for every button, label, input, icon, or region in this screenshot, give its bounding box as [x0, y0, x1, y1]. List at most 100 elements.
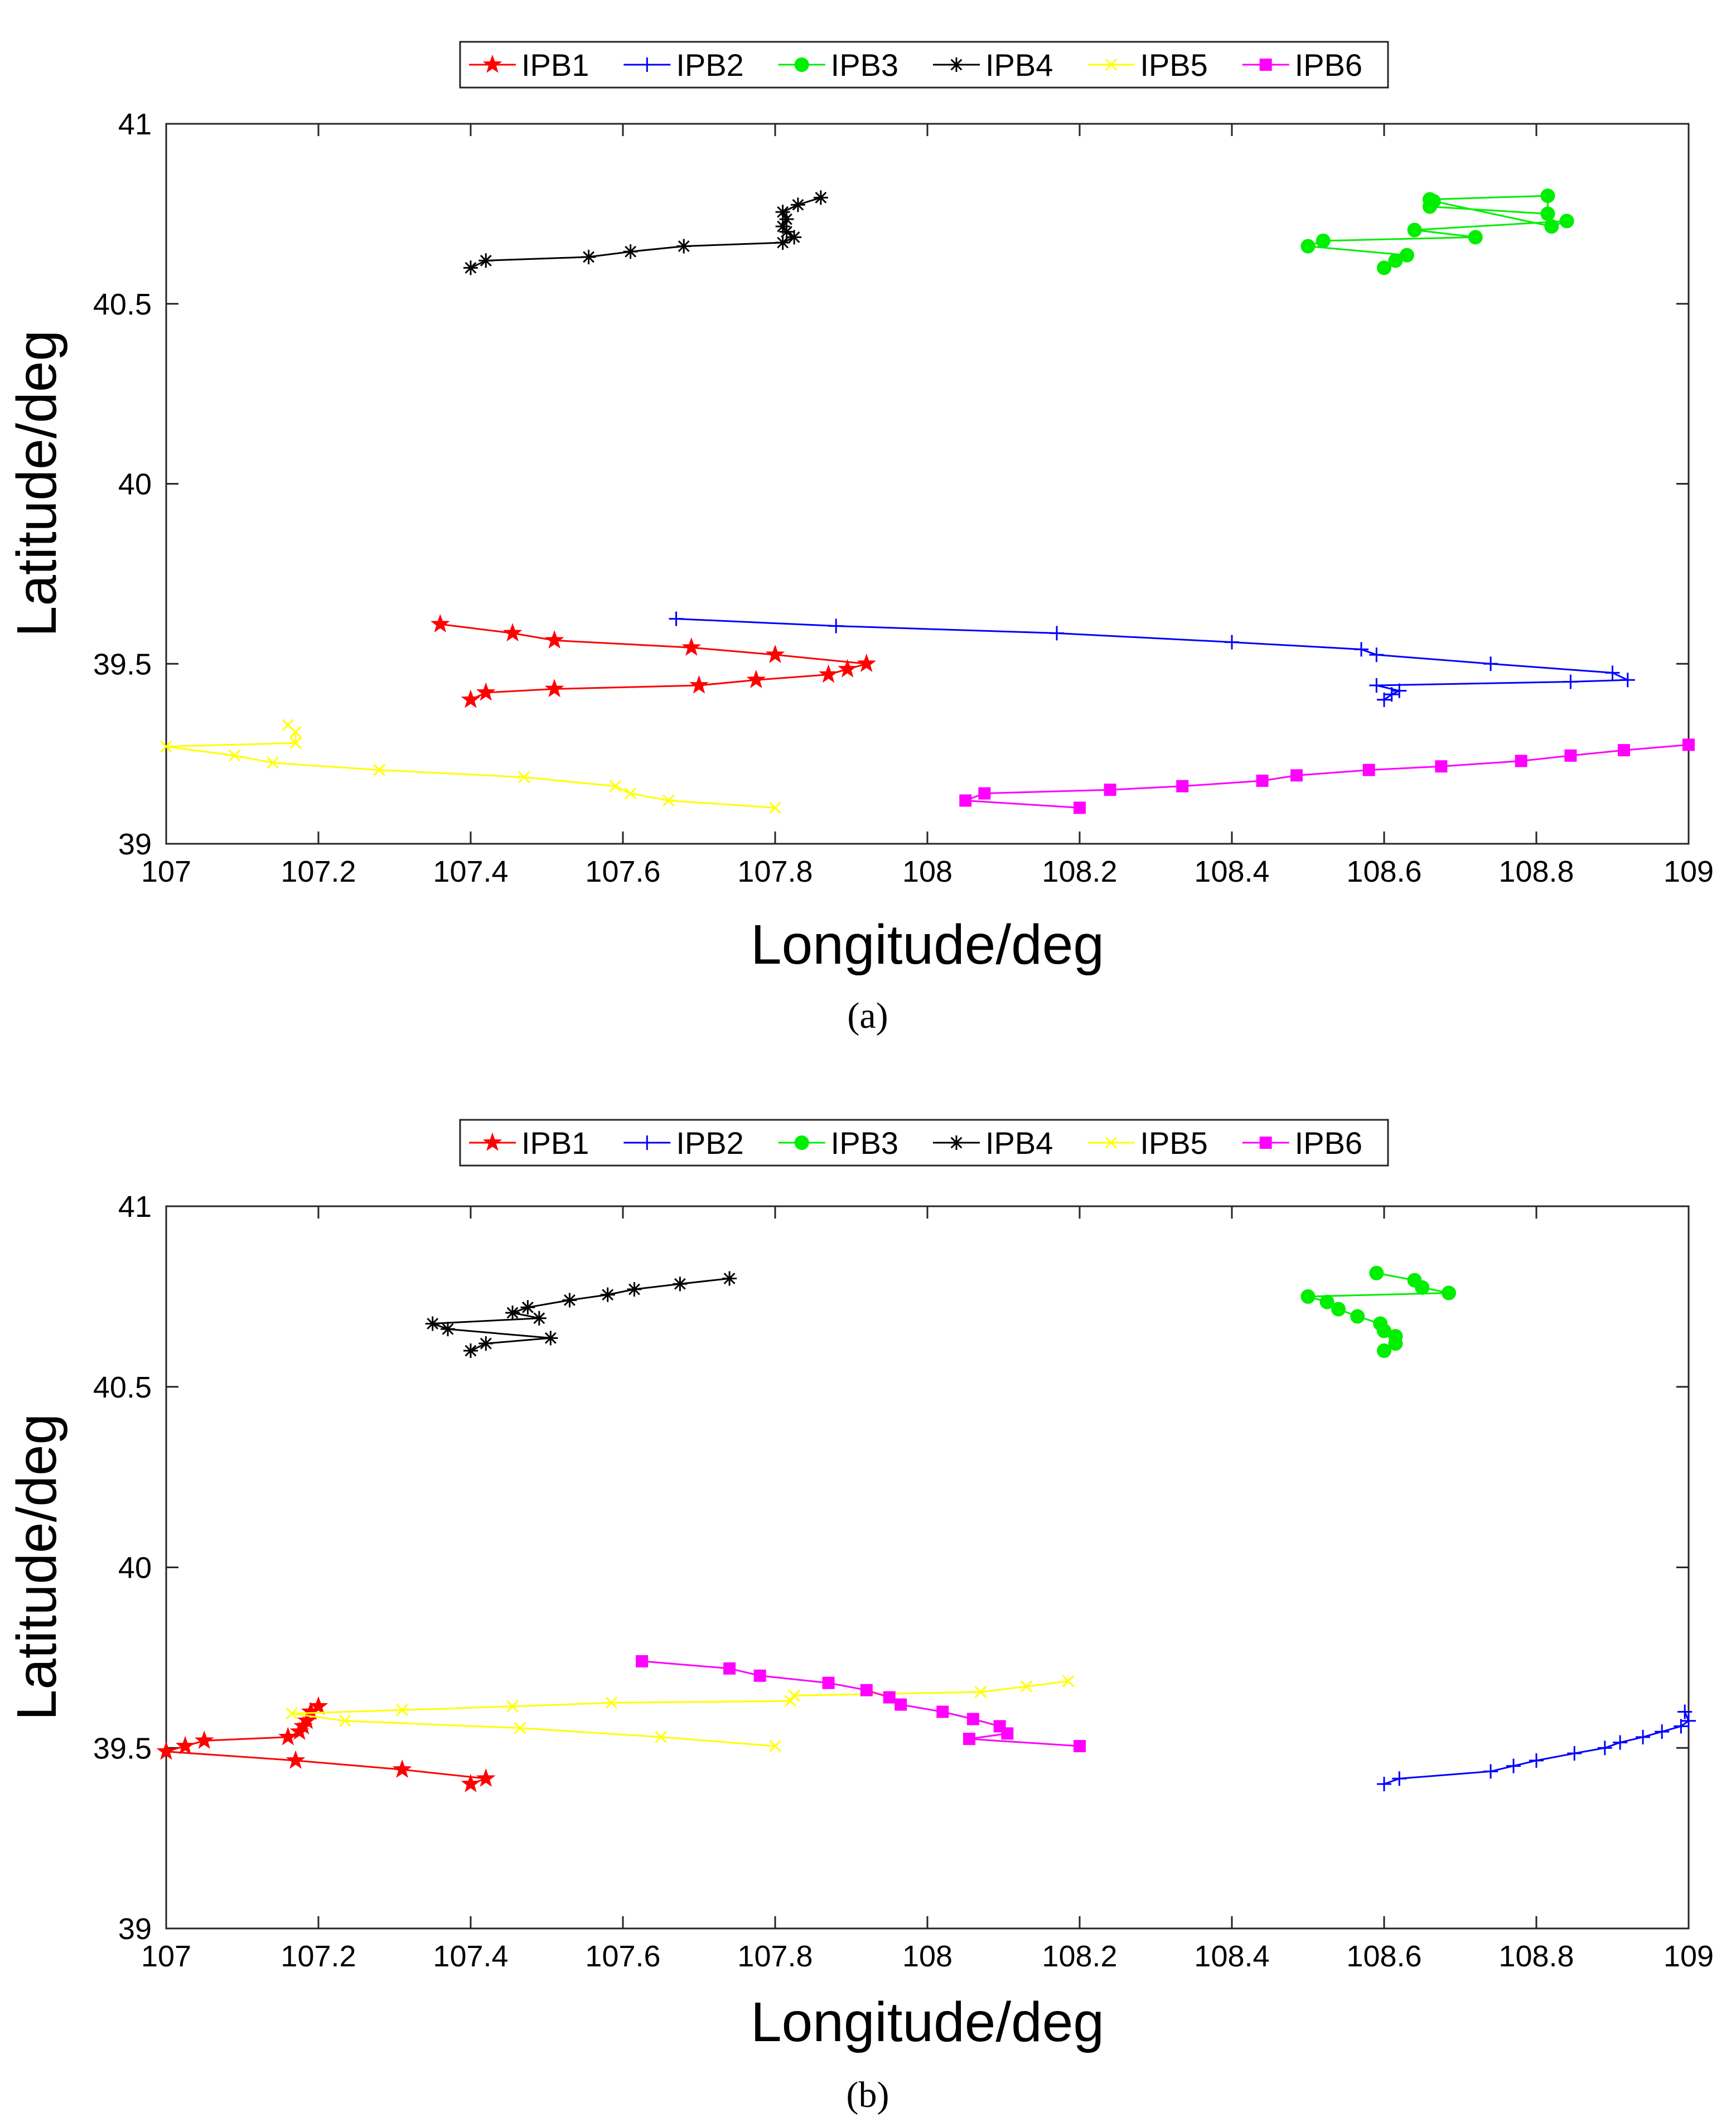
- x-tick-label: 108.8: [1498, 855, 1574, 888]
- data-point-ipb6: [1564, 749, 1577, 762]
- x-tick-label: 107.8: [737, 855, 813, 888]
- data-point-ipb2: [1369, 678, 1384, 693]
- legend: IPB1 IPB2 IPB3 IPB4 IPB5 IPB6: [459, 41, 1389, 89]
- data-point-ipb2: [1674, 1719, 1689, 1734]
- y-tick-label: 40: [118, 468, 152, 501]
- x-tick-label: 108.2: [1042, 855, 1117, 888]
- data-point-ipb6: [966, 1713, 979, 1725]
- data-point-ipb6: [1515, 755, 1527, 767]
- data-point-ipb2: [1613, 1735, 1628, 1750]
- legend-label: IPB4: [985, 1125, 1053, 1161]
- data-point-ipb1: [194, 1730, 214, 1749]
- data-point-ipb6: [1073, 801, 1086, 814]
- data-point-ipb2: [1392, 1771, 1407, 1786]
- y-tick-label: 41: [118, 1190, 152, 1224]
- data-point-ipb5: [1020, 1680, 1033, 1693]
- data-point-ipb5: [339, 1714, 351, 1727]
- data-point-ipb5: [663, 794, 675, 807]
- series-line-ipb4: [470, 196, 821, 269]
- data-point-ipb3: [1540, 206, 1555, 221]
- legend-marker-ipb3: [794, 57, 809, 72]
- data-point-ipb5: [286, 1707, 298, 1720]
- legend-label: IPB1: [521, 1125, 589, 1161]
- y-tick-label: 40.5: [93, 1371, 152, 1404]
- series-line-ipb1: [440, 623, 868, 701]
- data-point-ipb5: [655, 1731, 668, 1743]
- legend-marker-ipb5: [1105, 1137, 1118, 1149]
- x-tick-label: 107.2: [281, 855, 356, 888]
- plot-area-frame: [165, 1205, 1690, 1930]
- x-tick-label: 108.8: [1498, 1940, 1574, 1973]
- series-ipb2: [1377, 1704, 1696, 1791]
- legend-label: IPB3: [831, 47, 898, 83]
- data-point-ipb6: [1435, 760, 1448, 773]
- legend-marker-ipb1: [482, 1132, 502, 1151]
- y-tick-label: 41: [118, 108, 152, 141]
- data-point-ipb1: [857, 654, 877, 672]
- data-point-ipb4: [463, 1343, 478, 1358]
- legend-marker-ipb5: [1105, 59, 1118, 71]
- data-point-ipb5: [289, 726, 302, 738]
- data-point-ipb1: [461, 1773, 481, 1792]
- y-tick-label: 40: [118, 1551, 152, 1585]
- x-tick-label: 108.4: [1194, 1940, 1269, 1973]
- x-tick-label: 109: [1664, 1940, 1714, 1973]
- x-tick-label: 107.6: [585, 1940, 660, 1973]
- caption-a: (a): [847, 995, 888, 1036]
- series-ipb4: [463, 190, 828, 275]
- data-point-ipb5: [229, 750, 241, 762]
- data-point-ipb6: [1104, 784, 1116, 796]
- series-line-ipb2: [1384, 1711, 1690, 1785]
- data-point-ipb6: [1362, 763, 1375, 776]
- data-point-ipb2: [1369, 647, 1384, 663]
- data-point-ipb5: [506, 1700, 519, 1713]
- data-point-ipb4: [779, 212, 794, 227]
- data-point-ipb2: [1377, 692, 1391, 707]
- data-point-ipb1: [746, 670, 766, 688]
- series-line-ipb3: [1307, 195, 1568, 269]
- series-ipb5: [160, 719, 781, 814]
- data-point-ipb4: [478, 1336, 494, 1351]
- data-point-ipb2: [1529, 1753, 1544, 1768]
- data-point-ipb2: [1050, 626, 1065, 641]
- data-point-ipb2: [829, 618, 844, 634]
- data-point-ipb6: [1073, 1740, 1086, 1753]
- data-point-ipb6: [1256, 775, 1269, 787]
- data-point-ipb4: [627, 1282, 642, 1297]
- data-point-ipb4: [531, 1311, 547, 1326]
- x-tick-label: 109: [1664, 855, 1714, 888]
- data-point-ipb1: [689, 675, 709, 694]
- data-point-ipb1: [431, 613, 450, 633]
- x-tick-label: 107.6: [585, 855, 660, 888]
- data-point-ipb6: [753, 1669, 766, 1682]
- data-point-ipb2: [1354, 642, 1369, 657]
- data-point-ipb4: [425, 1316, 440, 1331]
- data-point-ipb1: [289, 1721, 310, 1740]
- y-axis-label: Latitude/deg: [6, 330, 68, 637]
- data-point-ipb4: [790, 197, 805, 212]
- x-tick-label: 108.2: [1042, 1940, 1117, 1973]
- data-point-ipb5: [769, 1740, 781, 1752]
- data-point-ipb1: [156, 1741, 176, 1760]
- data-point-ipb2: [1597, 1741, 1612, 1756]
- data-point-ipb6: [894, 1698, 907, 1711]
- legend-label: IPB2: [676, 1125, 743, 1161]
- legend-label: IPB1: [521, 47, 589, 83]
- data-point-ipb1: [476, 682, 496, 701]
- caption-b: (b): [847, 2075, 889, 2115]
- series-ipb1: [156, 1696, 496, 1792]
- data-point-ipb3: [1377, 260, 1391, 275]
- data-point-ipb3: [1377, 1343, 1391, 1358]
- series-line-ipb6: [964, 744, 1689, 809]
- data-point-ipb4: [775, 205, 790, 220]
- data-point-ipb2: [1483, 656, 1498, 671]
- data-point-ipb2: [1384, 687, 1399, 702]
- x-tick-label: 108.4: [1194, 855, 1269, 888]
- y-tick-label: 39: [118, 828, 152, 861]
- data-point-ipb6: [1617, 744, 1630, 757]
- data-point-ipb2: [1506, 1758, 1521, 1773]
- data-point-ipb2: [1605, 665, 1620, 680]
- data-point-ipb6: [860, 1684, 873, 1696]
- data-point-ipb6: [636, 1655, 649, 1667]
- data-point-ipb2: [1563, 674, 1578, 689]
